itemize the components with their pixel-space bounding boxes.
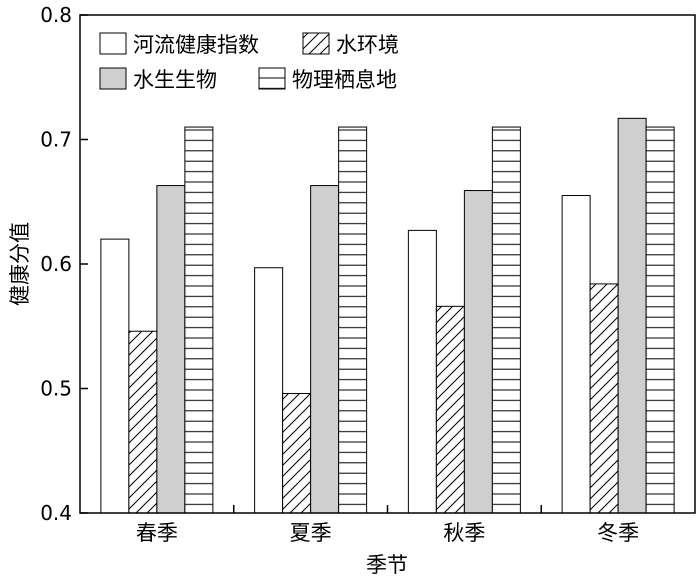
y-tick-label: 0.6 bbox=[40, 252, 72, 276]
bar-3-4 bbox=[491, 126, 521, 514]
legend-label-2: 水环境 bbox=[336, 33, 399, 57]
legend-label-4: 物理栖息地 bbox=[292, 68, 397, 92]
bar-2-4 bbox=[338, 126, 368, 514]
bar-4-2 bbox=[589, 283, 619, 514]
x-axis-title: 季节 bbox=[366, 553, 408, 577]
ticks-layer bbox=[80, 14, 542, 514]
legend-swatch-2 bbox=[302, 32, 330, 55]
legend-swatch-4 bbox=[258, 67, 286, 90]
y-axis-title: 健康分值 bbox=[8, 222, 32, 306]
legend-label-1: 河流健康指数 bbox=[133, 33, 259, 57]
bar-4-4 bbox=[645, 126, 675, 514]
bar-1-1 bbox=[100, 238, 130, 514]
y-tick-label: 0.7 bbox=[40, 128, 72, 152]
legend-swatch-1 bbox=[99, 32, 127, 55]
legend-label-3: 水生生物 bbox=[133, 68, 217, 92]
bars-layer bbox=[100, 117, 675, 514]
bar-2-3 bbox=[310, 185, 340, 514]
bar-1-4 bbox=[184, 126, 214, 514]
x-tick-label: 夏季 bbox=[290, 521, 332, 545]
bar-3-1 bbox=[407, 229, 437, 514]
bar-1-2 bbox=[128, 330, 158, 514]
bar-3-2 bbox=[435, 305, 465, 514]
x-tick-label: 春季 bbox=[136, 521, 178, 545]
y-tick-label: 0.8 bbox=[40, 3, 72, 27]
bar-4-3 bbox=[617, 117, 647, 514]
bar-2-1 bbox=[254, 267, 284, 514]
y-tick-label: 0.4 bbox=[40, 501, 72, 525]
labels-layer: 春季 夏季 秋季 冬季 0.4 0.5 0.6 0.7 0.8 bbox=[40, 3, 639, 545]
x-tick-label: 秋季 bbox=[443, 521, 485, 545]
bar-2-2 bbox=[282, 392, 312, 514]
bar-1-3 bbox=[156, 185, 186, 514]
bar-4-1 bbox=[561, 195, 591, 514]
y-tick-label: 0.5 bbox=[40, 377, 72, 401]
x-tick-label: 冬季 bbox=[597, 521, 639, 545]
bar-3-3 bbox=[463, 190, 493, 514]
legend-swatch-3 bbox=[99, 67, 127, 90]
